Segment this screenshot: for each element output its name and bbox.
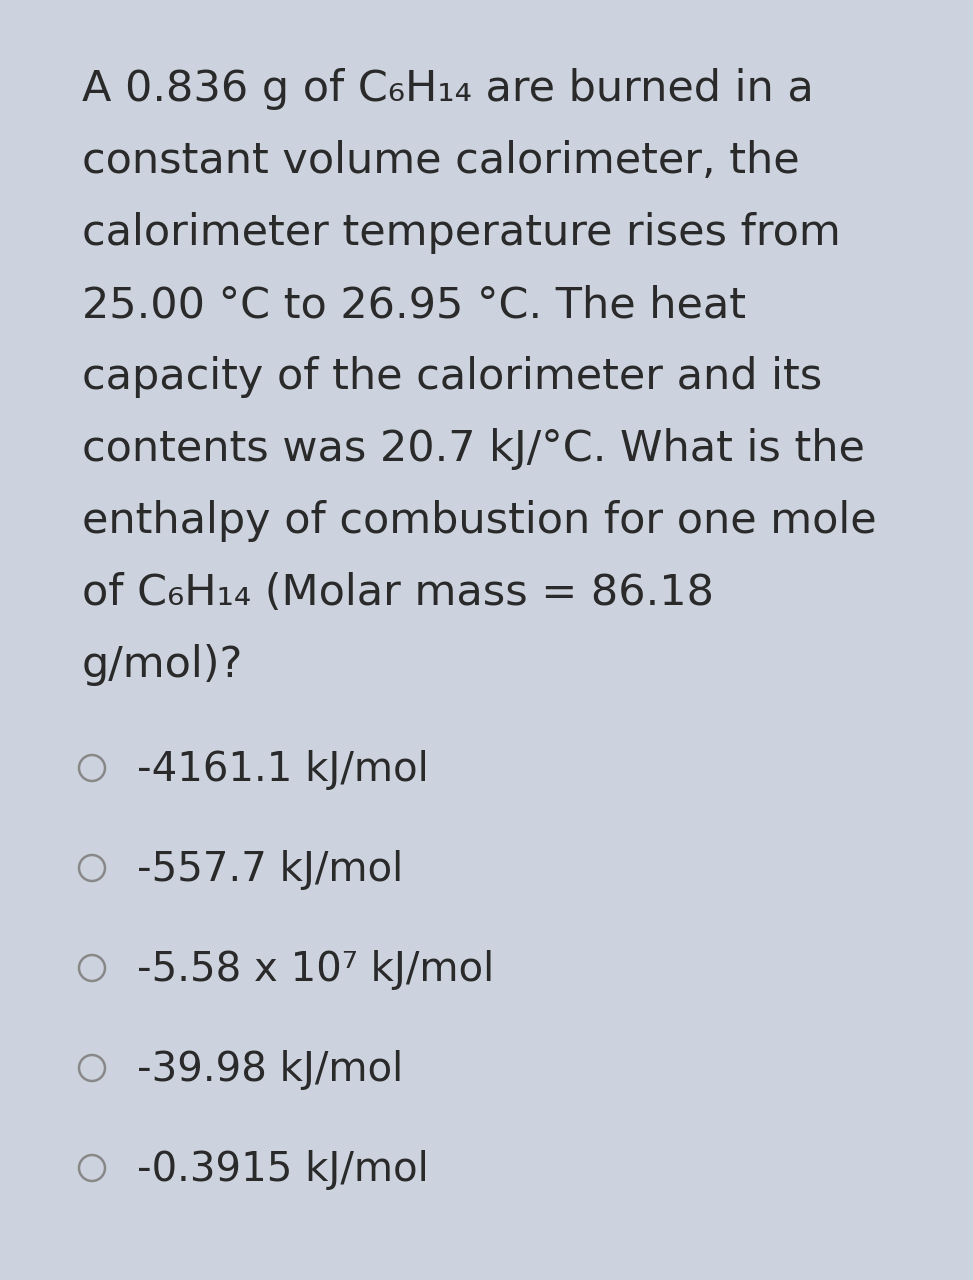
Text: 25.00 °C to 26.95 °C. The heat: 25.00 °C to 26.95 °C. The heat [82,284,746,326]
Text: contents was 20.7 kJ/°C. What is the: contents was 20.7 kJ/°C. What is the [82,428,865,470]
Text: A 0.836 g of C₆H₁₄ are burned in a: A 0.836 g of C₆H₁₄ are burned in a [82,68,813,110]
Text: of C₆H₁₄ (Molar mass = 86.18: of C₆H₁₄ (Molar mass = 86.18 [82,572,714,614]
Text: -4161.1 kJ/mol: -4161.1 kJ/mol [137,750,429,790]
Text: calorimeter temperature rises from: calorimeter temperature rises from [82,212,841,253]
Text: -5.58 x 10⁷ kJ/mol: -5.58 x 10⁷ kJ/mol [137,950,494,989]
Text: capacity of the calorimeter and its: capacity of the calorimeter and its [82,356,822,398]
Text: enthalpy of combustion for one mole: enthalpy of combustion for one mole [82,500,877,541]
Text: -0.3915 kJ/mol: -0.3915 kJ/mol [137,1149,429,1190]
Text: constant volume calorimeter, the: constant volume calorimeter, the [82,140,800,182]
Text: g/mol)?: g/mol)? [82,644,243,686]
Text: -557.7 kJ/mol: -557.7 kJ/mol [137,850,403,890]
Text: -39.98 kJ/mol: -39.98 kJ/mol [137,1050,403,1091]
